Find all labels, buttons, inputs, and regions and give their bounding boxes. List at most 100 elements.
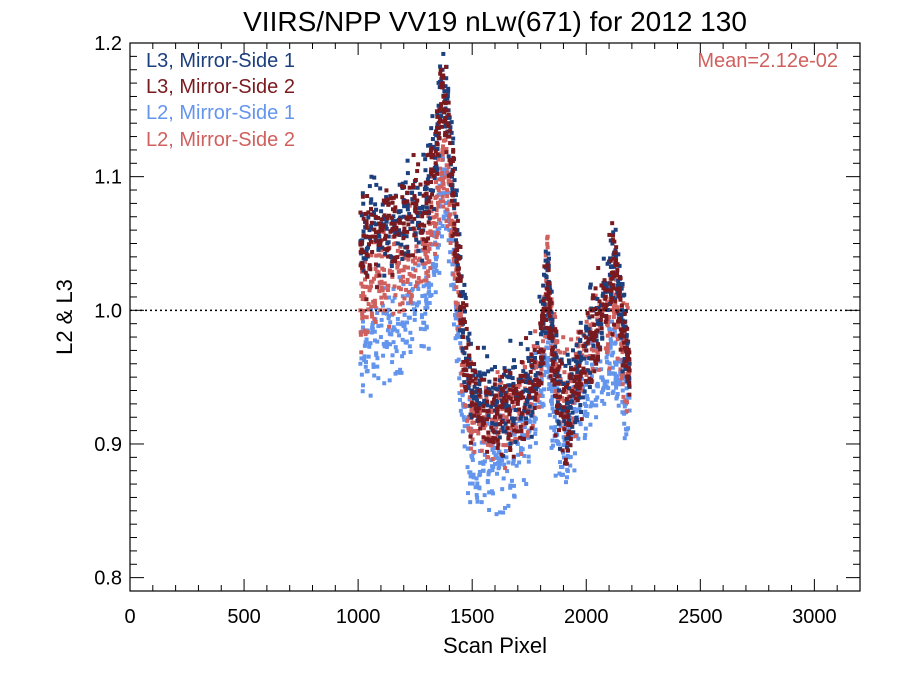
data-point — [613, 227, 618, 232]
data-point — [436, 204, 441, 209]
data-point — [381, 198, 386, 203]
data-point — [543, 334, 548, 339]
data-point — [455, 218, 460, 223]
data-point — [558, 423, 563, 428]
data-point — [541, 306, 546, 311]
data-point — [615, 271, 620, 276]
data-point — [561, 450, 566, 455]
data-point — [456, 256, 461, 261]
data-point — [425, 269, 430, 274]
data-point — [579, 417, 584, 422]
data-point — [557, 388, 562, 393]
data-point — [389, 221, 394, 226]
data-point — [562, 405, 567, 410]
data-point — [454, 259, 459, 264]
data-point — [495, 411, 500, 416]
data-point — [627, 392, 632, 397]
data-point — [500, 399, 505, 404]
data-point — [555, 410, 560, 415]
data-point — [434, 180, 439, 185]
data-point — [547, 328, 552, 333]
data-point — [461, 415, 466, 420]
data-point — [601, 286, 606, 291]
data-point — [375, 356, 380, 361]
data-point — [610, 381, 615, 386]
data-point — [576, 436, 581, 441]
data-point — [516, 384, 521, 389]
data-point — [424, 278, 429, 283]
data-point — [499, 386, 504, 391]
data-point — [462, 380, 467, 385]
data-point — [475, 499, 480, 504]
data-point — [398, 244, 403, 249]
data-point — [577, 395, 582, 400]
data-point — [506, 395, 511, 400]
data-point — [575, 336, 580, 341]
data-point — [626, 374, 631, 379]
data-point — [425, 243, 430, 248]
data-point — [368, 393, 373, 398]
data-point — [503, 466, 508, 471]
data-point — [578, 339, 583, 344]
data-point — [540, 315, 545, 320]
data-point — [476, 388, 481, 393]
data-point — [423, 252, 428, 257]
data-point — [464, 388, 469, 393]
data-point — [467, 353, 472, 358]
data-point — [616, 378, 621, 383]
data-point — [612, 329, 617, 334]
data-point — [361, 264, 366, 269]
data-point — [566, 432, 571, 437]
data-point — [547, 314, 552, 319]
data-point — [361, 216, 366, 221]
data-point — [468, 412, 473, 417]
data-point — [515, 401, 520, 406]
data-point — [464, 345, 469, 350]
data-point — [589, 347, 594, 352]
data-point — [532, 395, 537, 400]
data-point — [524, 482, 529, 487]
data-point — [506, 436, 511, 441]
data-point — [472, 413, 477, 418]
data-point — [598, 317, 603, 322]
data-point — [380, 303, 385, 308]
data-point — [490, 464, 495, 469]
data-point — [443, 124, 448, 129]
data-point — [434, 257, 439, 262]
data-point — [610, 332, 615, 337]
data-point — [421, 152, 426, 157]
data-point — [546, 364, 551, 369]
data-point — [401, 221, 406, 226]
data-point — [497, 458, 502, 463]
data-point — [512, 432, 517, 437]
data-point — [397, 309, 402, 314]
data-point — [484, 396, 489, 401]
data-point — [556, 428, 561, 433]
data-point — [372, 329, 377, 334]
data-point — [549, 445, 554, 450]
data-point — [626, 347, 631, 352]
data-point — [614, 258, 619, 263]
data-point — [364, 315, 369, 320]
data-point — [438, 71, 443, 76]
data-point — [443, 209, 448, 214]
data-point — [587, 332, 592, 337]
data-point — [594, 346, 599, 351]
data-point — [470, 481, 475, 486]
data-point — [435, 125, 440, 130]
data-point — [456, 357, 461, 362]
data-point — [449, 172, 454, 177]
x-tick-label: 500 — [227, 606, 260, 628]
data-point — [438, 221, 443, 226]
data-point — [567, 386, 572, 391]
data-point — [462, 351, 467, 356]
data-point — [469, 415, 474, 420]
data-point — [539, 404, 544, 409]
data-point — [443, 138, 448, 143]
data-point — [554, 362, 559, 367]
data-point — [368, 307, 373, 312]
data-point — [447, 158, 452, 163]
data-point — [611, 310, 616, 315]
data-point — [390, 219, 395, 224]
data-point — [519, 360, 524, 365]
